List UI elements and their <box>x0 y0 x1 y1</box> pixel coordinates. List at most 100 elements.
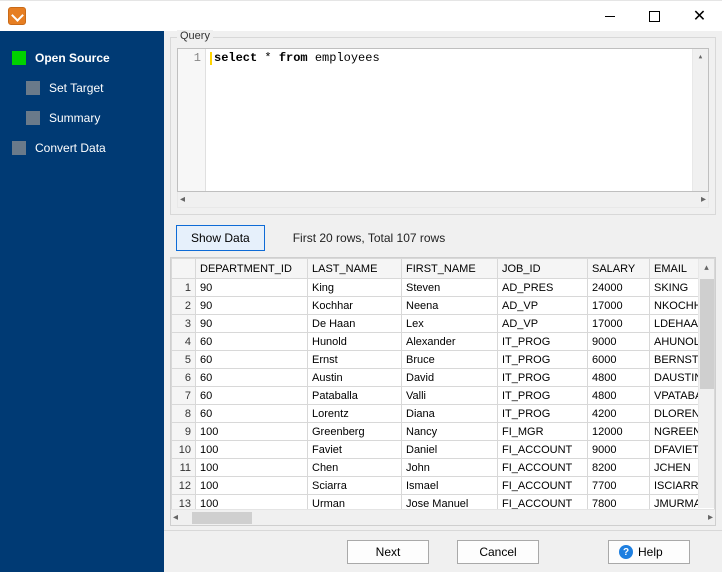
cancel-button[interactable]: Cancel <box>457 540 539 564</box>
table-cell[interactable]: Chen <box>308 459 402 477</box>
table-cell[interactable]: FI_ACCOUNT <box>498 495 588 510</box>
table-cell[interactable]: 12000 <box>588 423 650 441</box>
table-cell[interactable]: 90 <box>196 297 308 315</box>
table-cell[interactable]: FI_ACCOUNT <box>498 459 588 477</box>
hscroll-thumb[interactable] <box>192 512 252 524</box>
column-header[interactable]: LAST_NAME <box>308 259 402 279</box>
table-cell[interactable]: 100 <box>196 441 308 459</box>
table-cell[interactable]: Diana <box>402 405 498 423</box>
table-row[interactable]: 13100UrmanJose ManuelFI_ACCOUNT7800JMURM… <box>172 495 715 510</box>
table-cell[interactable]: 9000 <box>588 333 650 351</box>
column-header[interactable]: DEPARTMENT_ID <box>196 259 308 279</box>
table-cell[interactable]: Steven <box>402 279 498 297</box>
table-cell[interactable]: FI_MGR <box>498 423 588 441</box>
scroll-up-icon[interactable]: ▴ <box>693 49 708 65</box>
table-cell[interactable]: Faviet <box>308 441 402 459</box>
table-cell[interactable]: Daniel <box>402 441 498 459</box>
table-cell[interactable]: David <box>402 369 498 387</box>
table-cell[interactable]: Valli <box>402 387 498 405</box>
table-cell[interactable]: 100 <box>196 495 308 510</box>
table-cell[interactable]: De Haan <box>308 315 402 333</box>
table-row[interactable]: 560ErnstBruceIT_PROG6000BERNST <box>172 351 715 369</box>
code-area[interactable]: select * from employees <box>206 49 708 191</box>
scroll-right-icon[interactable]: ▸ <box>708 512 713 523</box>
table-row[interactable]: 12100SciarraIsmaelFI_ACCOUNT7700ISCIARRA <box>172 477 715 495</box>
table-cell[interactable]: 17000 <box>588 297 650 315</box>
table-cell[interactable]: FI_ACCOUNT <box>498 441 588 459</box>
table-cell[interactable]: Ismael <box>402 477 498 495</box>
table-cell[interactable]: Austin <box>308 369 402 387</box>
next-button[interactable]: Next <box>347 540 429 564</box>
table-cell[interactable]: Hunold <box>308 333 402 351</box>
table-cell[interactable]: AD_VP <box>498 315 588 333</box>
table-row[interactable]: 860LorentzDianaIT_PROG4200DLORENT <box>172 405 715 423</box>
table-cell[interactable]: Ernst <box>308 351 402 369</box>
table-row[interactable]: 660AustinDavidIT_PROG4800DAUSTIN <box>172 369 715 387</box>
close-button[interactable]: ✕ <box>677 1 722 31</box>
table-cell[interactable]: 7800 <box>588 495 650 510</box>
table-cell[interactable]: Urman <box>308 495 402 510</box>
sql-editor[interactable]: 1 select * from employees ▴ <box>177 48 709 192</box>
table-cell[interactable]: IT_PROG <box>498 369 588 387</box>
editor-vscroll[interactable]: ▴ <box>692 49 708 191</box>
table-cell[interactable]: IT_PROG <box>498 333 588 351</box>
table-cell[interactable]: Lex <box>402 315 498 333</box>
table-vscroll[interactable]: ▴ <box>698 259 714 508</box>
editor-hscroll[interactable]: ◂ ▸ <box>177 192 709 208</box>
nav-item-convert-data[interactable]: Convert Data <box>0 135 164 161</box>
table-row[interactable]: 10100FavietDanielFI_ACCOUNT9000DFAVIET <box>172 441 715 459</box>
nav-item-open-source[interactable]: Open Source <box>0 45 164 71</box>
table-cell[interactable]: 4800 <box>588 369 650 387</box>
minimize-button[interactable] <box>587 1 632 31</box>
table-cell[interactable]: 24000 <box>588 279 650 297</box>
table-cell[interactable]: Alexander <box>402 333 498 351</box>
help-button[interactable]: ? Help <box>608 540 690 564</box>
table-cell[interactable]: Nancy <box>402 423 498 441</box>
table-row[interactable]: 9100GreenbergNancyFI_MGR12000NGREENE <box>172 423 715 441</box>
table-cell[interactable]: 60 <box>196 387 308 405</box>
scroll-left-icon[interactable]: ◂ <box>180 194 185 205</box>
table-cell[interactable]: Kochhar <box>308 297 402 315</box>
table-cell[interactable]: 90 <box>196 315 308 333</box>
table-row[interactable]: 390De HaanLexAD_VP17000LDEHAAN <box>172 315 715 333</box>
table-cell[interactable]: 60 <box>196 369 308 387</box>
table-row[interactable]: 460HunoldAlexanderIT_PROG9000AHUNOL <box>172 333 715 351</box>
table-cell[interactable]: 17000 <box>588 315 650 333</box>
table-cell[interactable]: 90 <box>196 279 308 297</box>
table-cell[interactable]: 60 <box>196 405 308 423</box>
table-row[interactable]: 290KochharNeenaAD_VP17000NKOCHH <box>172 297 715 315</box>
table-cell[interactable]: Sciarra <box>308 477 402 495</box>
table-cell[interactable]: AD_VP <box>498 297 588 315</box>
table-hscroll[interactable]: ◂ ▸ <box>171 509 715 525</box>
table-cell[interactable]: 4200 <box>588 405 650 423</box>
table-cell[interactable]: Pataballa <box>308 387 402 405</box>
table-row[interactable]: 11100ChenJohnFI_ACCOUNT8200JCHEN <box>172 459 715 477</box>
table-cell[interactable]: Jose Manuel <box>402 495 498 510</box>
table-cell[interactable]: AD_PRES <box>498 279 588 297</box>
table-cell[interactable]: Bruce <box>402 351 498 369</box>
table-cell[interactable]: 4800 <box>588 387 650 405</box>
table-cell[interactable]: IT_PROG <box>498 387 588 405</box>
column-header[interactable]: SALARY <box>588 259 650 279</box>
table-cell[interactable]: 60 <box>196 333 308 351</box>
table-cell[interactable]: 100 <box>196 459 308 477</box>
maximize-button[interactable] <box>632 1 677 31</box>
table-cell[interactable]: King <box>308 279 402 297</box>
table-cell[interactable]: 6000 <box>588 351 650 369</box>
nav-item-set-target[interactable]: Set Target <box>0 75 164 101</box>
table-cell[interactable]: 60 <box>196 351 308 369</box>
table-cell[interactable]: IT_PROG <box>498 351 588 369</box>
table-cell[interactable]: John <box>402 459 498 477</box>
table-row[interactable]: 190KingStevenAD_PRES24000SKING <box>172 279 715 297</box>
vscroll-thumb[interactable] <box>700 279 714 389</box>
scroll-up-icon[interactable]: ▴ <box>699 259 714 275</box>
column-header[interactable]: JOB_ID <box>498 259 588 279</box>
table-cell[interactable]: FI_ACCOUNT <box>498 477 588 495</box>
column-header[interactable]: FIRST_NAME <box>402 259 498 279</box>
table-row[interactable]: 760PataballaValliIT_PROG4800VPATABAL <box>172 387 715 405</box>
table-cell[interactable]: 9000 <box>588 441 650 459</box>
table-cell[interactable]: 8200 <box>588 459 650 477</box>
table-cell[interactable]: 100 <box>196 477 308 495</box>
table-cell[interactable]: 7700 <box>588 477 650 495</box>
scroll-right-icon[interactable]: ▸ <box>701 194 706 205</box>
